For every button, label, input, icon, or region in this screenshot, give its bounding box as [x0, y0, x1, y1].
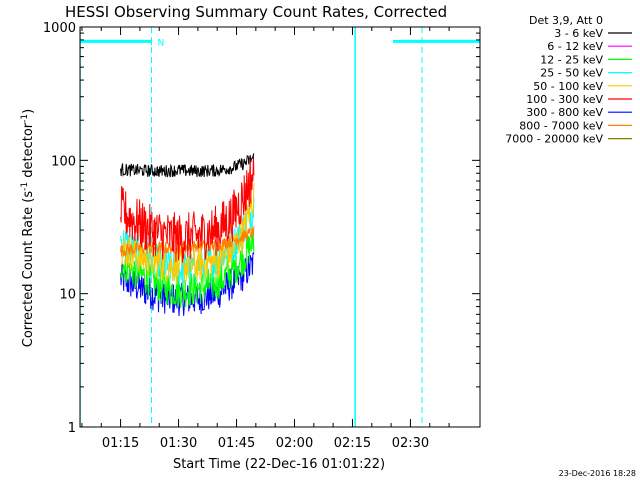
series-line-5	[120, 153, 255, 263]
y-tick-label: 10	[59, 288, 76, 303]
night-markers: N	[80, 27, 480, 427]
legend-item-label: 12 - 25 keV	[540, 53, 603, 66]
x-tick-label: 02:00	[276, 436, 313, 451]
series-line-0	[120, 153, 255, 178]
x-tick-label: 01:45	[218, 436, 255, 451]
x-tick-label: 02:15	[334, 436, 371, 451]
footer-timestamp: 23-Dec-2016 18:28	[559, 469, 636, 478]
y-tick-label: 1000	[43, 21, 76, 36]
legend-title: Det 3,9, Att 0	[529, 14, 603, 27]
chart-title: HESSI Observing Summary Count Rates, Cor…	[65, 3, 447, 21]
legend-item-label: 6 - 12 keV	[547, 40, 603, 53]
legend-item-label: 3 - 6 keV	[554, 27, 603, 40]
legend-item-label: 25 - 50 keV	[540, 67, 603, 80]
series-layer	[120, 153, 255, 317]
x-tick-label: 01:15	[102, 436, 139, 451]
legend-item-label: 50 - 100 keV	[533, 80, 603, 93]
x-tick-label: 02:30	[392, 436, 429, 451]
series-line-2	[120, 228, 255, 308]
y-axis-label: Corrected Count Rate (s-1 detector-1)	[20, 109, 36, 347]
legend-item-label: 7000 - 20000 keV	[505, 133, 603, 146]
night-label: N	[157, 38, 164, 48]
legend-item-label: 800 - 7000 keV	[519, 119, 603, 132]
x-axis-label: Start Time (22-Dec-16 01:01:22)	[173, 457, 385, 472]
x-tick-label: 01:30	[160, 436, 197, 451]
y-tick-label: 100	[51, 154, 76, 169]
series-line-4	[120, 182, 255, 284]
y-tick-label: 1	[68, 421, 76, 436]
plot-frame	[79, 26, 481, 428]
legend-item-label: 300 - 800 keV	[526, 106, 603, 119]
legend-item-label: 100 - 300 keV	[526, 93, 603, 106]
